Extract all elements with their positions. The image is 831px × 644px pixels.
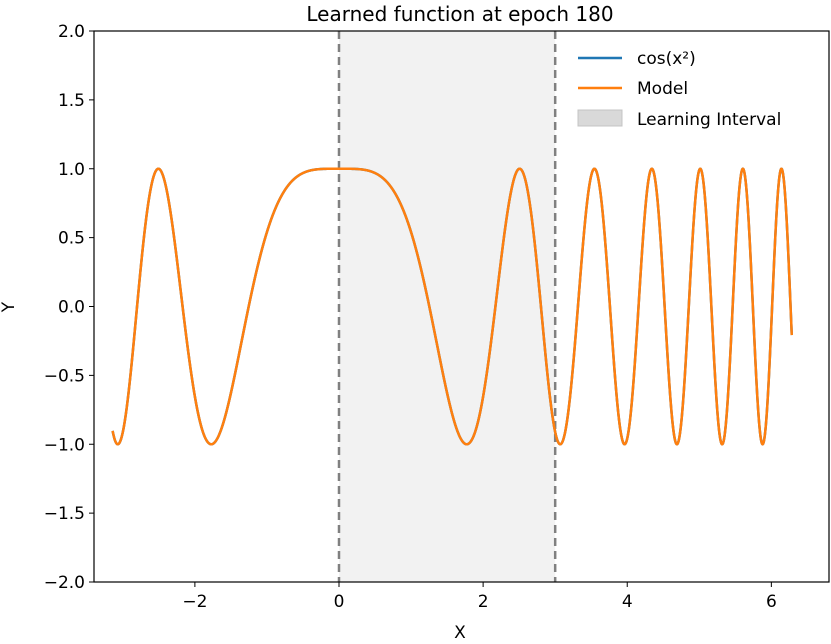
y-tick-label: −1.0 — [44, 435, 85, 455]
learning-interval-region — [339, 31, 556, 582]
y-tick-label: −0.5 — [44, 366, 85, 386]
y-tick-label: 1.0 — [58, 160, 85, 180]
y-tick-label: 0.0 — [58, 298, 85, 318]
y-tick-label: −2.0 — [44, 573, 85, 593]
x-tick-label: 2 — [478, 592, 489, 612]
y-tick-label: −1.5 — [44, 504, 85, 524]
legend-label-target: cos(x²) — [637, 49, 696, 69]
series-line-model — [111, 167, 794, 446]
y-axis-ticks: −2.0 −1.5 −1.0 −0.5 0.0 0.5 1.0 1.5 2.0 — [44, 22, 94, 593]
plot-area — [111, 31, 794, 582]
x-tick-label: −2 — [182, 592, 207, 612]
y-tick-label: 1.5 — [58, 91, 85, 111]
legend-label-interval: Learning Interval — [637, 110, 781, 130]
y-tick-label: 0.5 — [58, 229, 85, 249]
chart-title: Learned function at epoch 180 — [306, 2, 613, 26]
x-axis-label: X — [454, 623, 466, 643]
plot-frame — [93, 30, 830, 583]
legend: cos(x²) Model Learning Interval — [577, 49, 781, 130]
y-tick-label: 2.0 — [58, 22, 85, 42]
y-axis-label: Y — [0, 301, 19, 313]
legend-label-model: Model — [637, 79, 688, 99]
x-tick-label: 0 — [334, 592, 345, 612]
x-tick-label: 6 — [766, 592, 777, 612]
legend-swatch-interval — [577, 109, 623, 127]
x-tick-label: 4 — [622, 592, 633, 612]
x-axis-ticks: −2 0 2 4 6 — [182, 582, 777, 612]
